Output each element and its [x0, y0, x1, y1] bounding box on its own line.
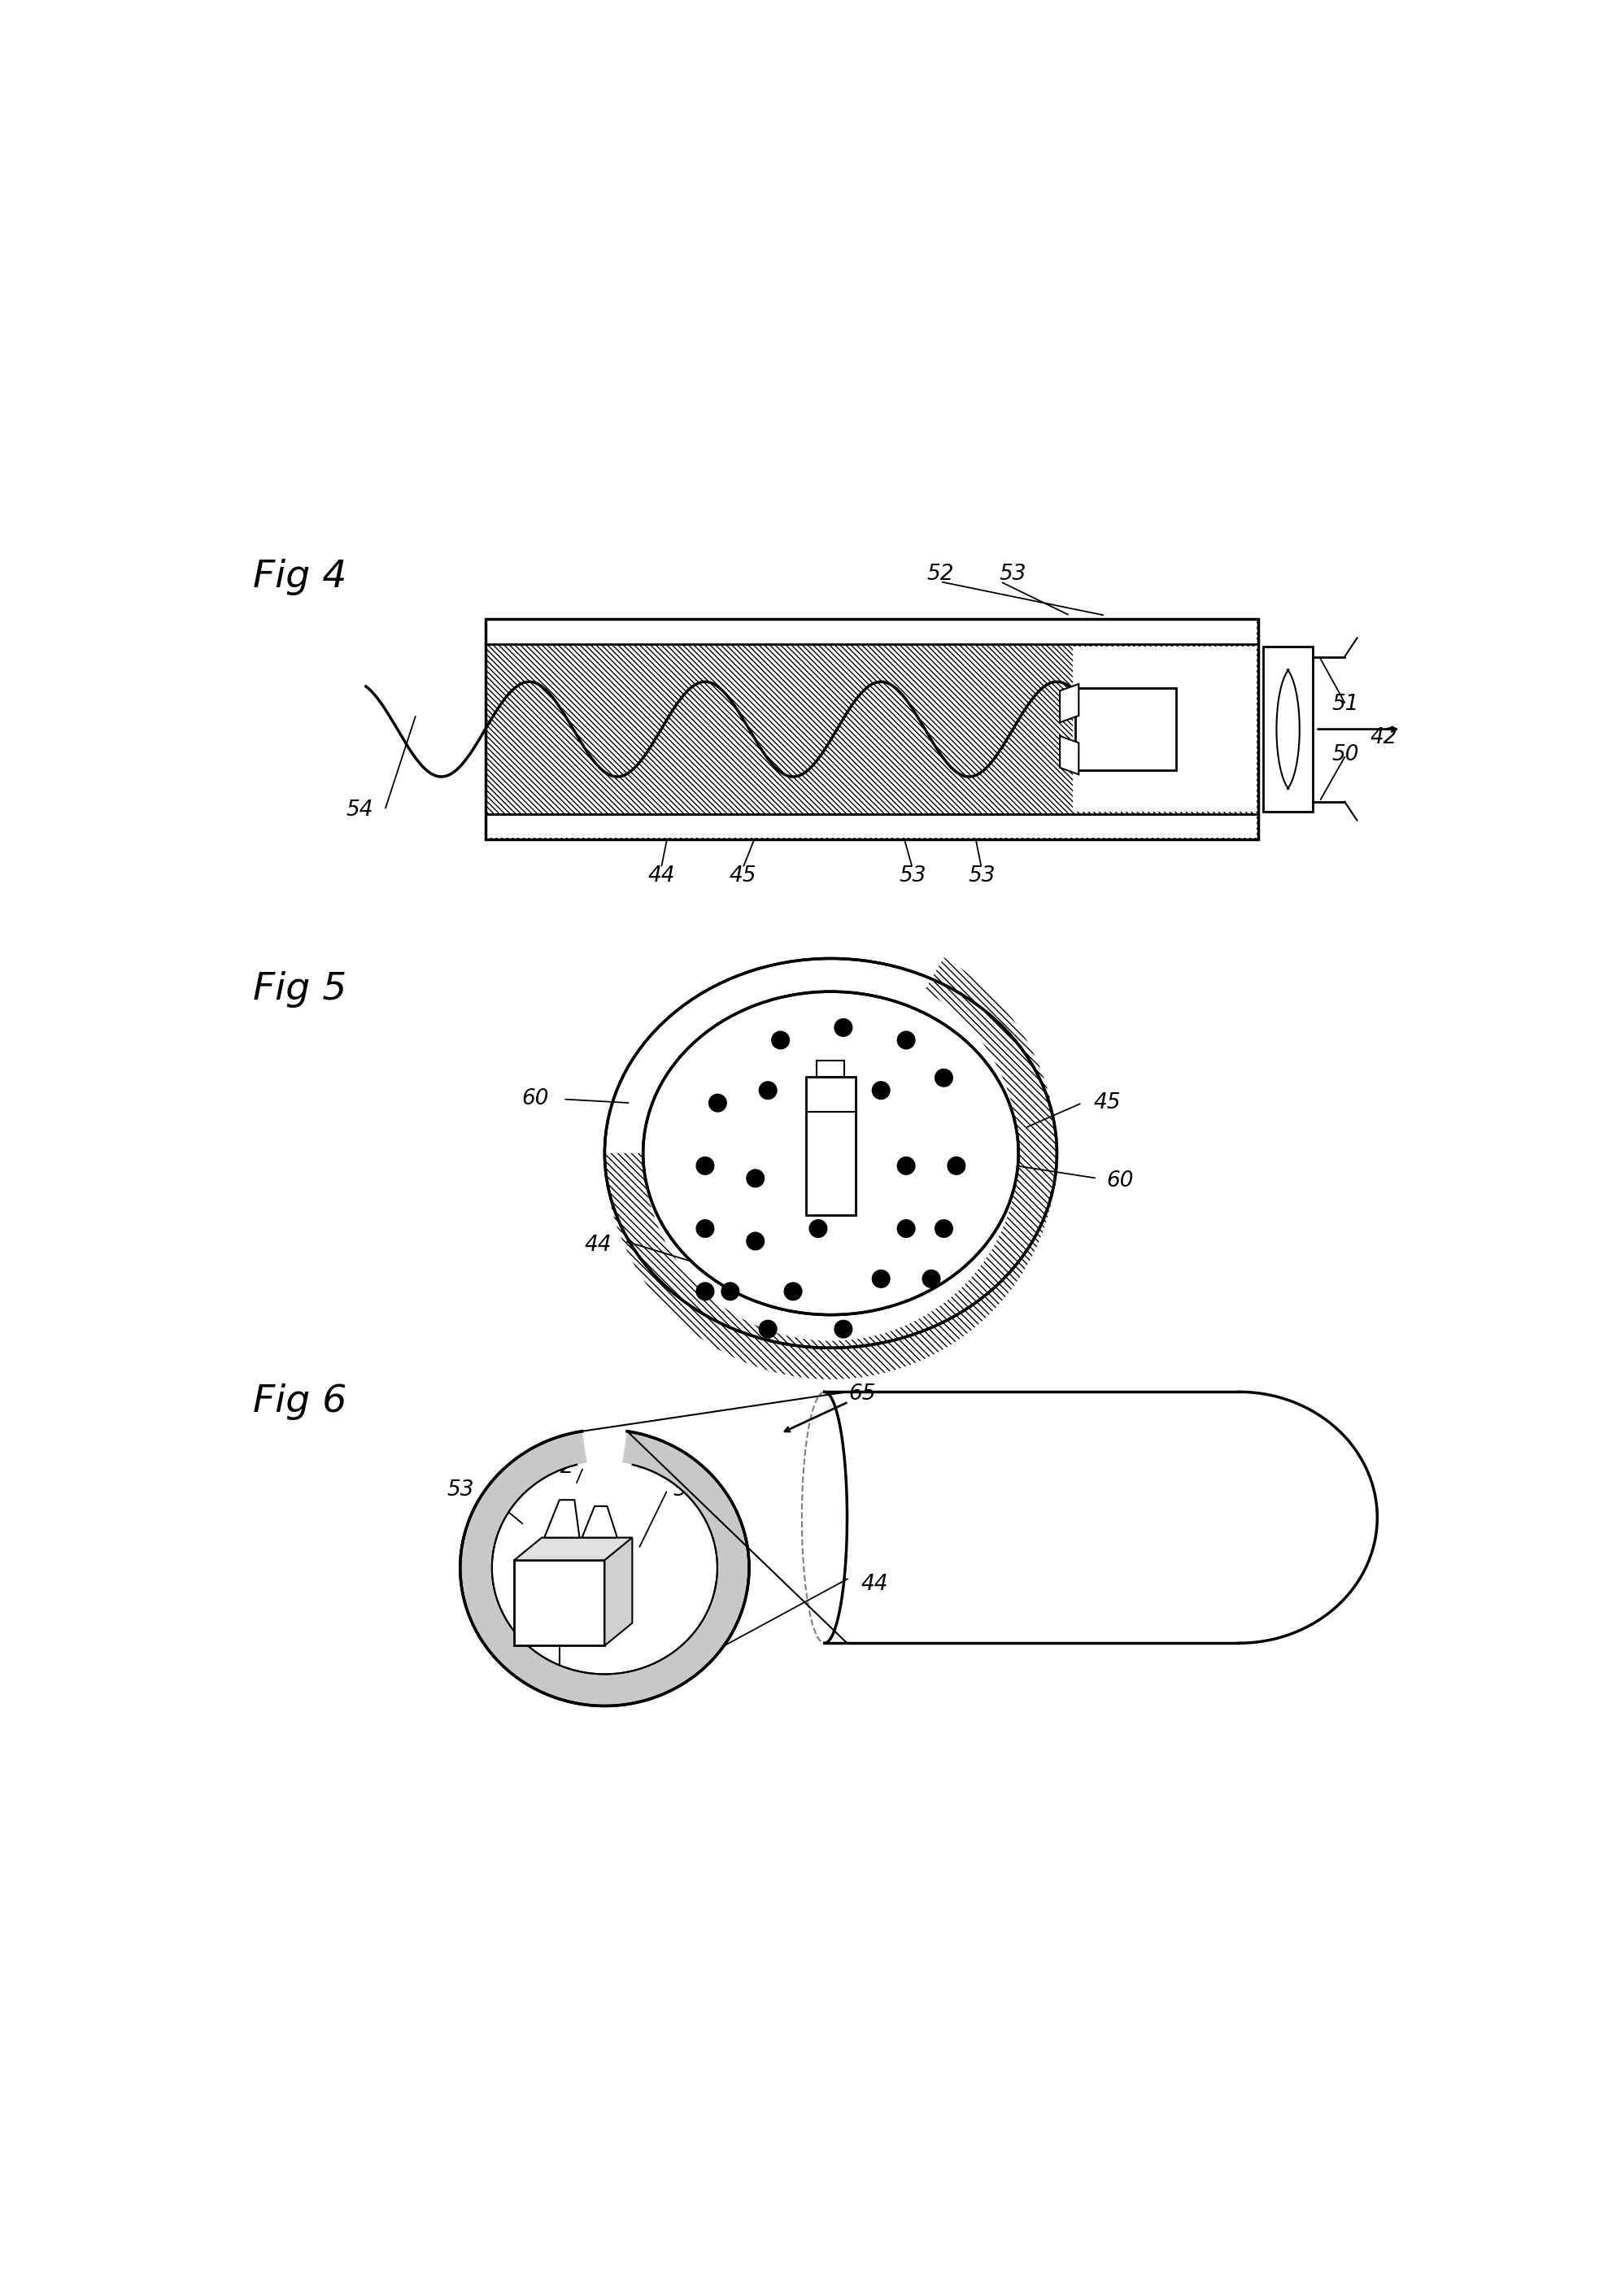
Circle shape: [935, 1070, 953, 1086]
Text: 42: 42: [1370, 728, 1397, 748]
Circle shape: [697, 1219, 713, 1238]
Bar: [806, 1077, 856, 1215]
Bar: [817, 1061, 845, 1077]
Text: 44: 44: [585, 1235, 613, 1256]
Bar: [1075, 689, 1177, 771]
Polygon shape: [605, 1538, 632, 1646]
Circle shape: [835, 1320, 853, 1339]
Bar: [486, 815, 1256, 838]
Polygon shape: [460, 1430, 749, 1706]
Bar: [485, 620, 1258, 838]
Text: 45: 45: [729, 866, 757, 886]
Polygon shape: [1060, 684, 1078, 723]
Bar: [485, 620, 1258, 838]
Circle shape: [785, 1283, 802, 1300]
Circle shape: [822, 1157, 840, 1176]
Circle shape: [872, 1081, 890, 1100]
Text: 60: 60: [1106, 1171, 1133, 1192]
Ellipse shape: [605, 957, 1057, 1348]
Circle shape: [872, 1270, 890, 1288]
Text: 65: 65: [848, 1384, 875, 1405]
Text: 53: 53: [673, 1479, 700, 1502]
Circle shape: [697, 1283, 713, 1300]
Text: 53: 53: [446, 1479, 473, 1502]
Text: 50: 50: [1332, 744, 1360, 765]
Text: 53: 53: [968, 866, 995, 886]
Text: 52: 52: [546, 1456, 574, 1479]
Circle shape: [935, 1219, 953, 1238]
Text: 60: 60: [522, 1088, 550, 1109]
Circle shape: [772, 1031, 789, 1049]
Text: Fig 5: Fig 5: [253, 971, 347, 1008]
Text: 54: 54: [345, 799, 373, 822]
Circle shape: [759, 1081, 776, 1100]
Text: 44: 44: [861, 1573, 888, 1596]
Polygon shape: [514, 1538, 632, 1561]
Text: 52: 52: [927, 563, 953, 585]
Text: 52: 52: [760, 1265, 788, 1286]
Circle shape: [922, 1270, 940, 1288]
Text: Fig 6: Fig 6: [253, 1382, 347, 1419]
Circle shape: [809, 1219, 827, 1238]
Text: 45: 45: [1094, 1093, 1120, 1114]
Ellipse shape: [644, 992, 1018, 1316]
Polygon shape: [545, 1499, 580, 1538]
Polygon shape: [582, 1506, 618, 1538]
Text: 53: 53: [999, 563, 1026, 585]
Bar: [514, 1561, 605, 1646]
Polygon shape: [1060, 737, 1078, 774]
Circle shape: [898, 1157, 914, 1176]
Text: 51: 51: [1332, 693, 1360, 716]
Circle shape: [747, 1233, 763, 1249]
Text: Fig 4: Fig 4: [253, 558, 347, 595]
Circle shape: [708, 1095, 726, 1111]
Circle shape: [898, 1219, 914, 1238]
Circle shape: [898, 1031, 914, 1049]
Circle shape: [948, 1157, 964, 1176]
Bar: [486, 620, 1256, 643]
Text: 44: 44: [647, 866, 674, 886]
Circle shape: [747, 1169, 763, 1187]
Circle shape: [697, 1157, 713, 1176]
Text: 53: 53: [898, 866, 926, 886]
Circle shape: [721, 1283, 739, 1300]
Bar: [1073, 647, 1256, 810]
Circle shape: [835, 1019, 853, 1035]
Bar: [1263, 647, 1313, 813]
Circle shape: [759, 1320, 776, 1339]
